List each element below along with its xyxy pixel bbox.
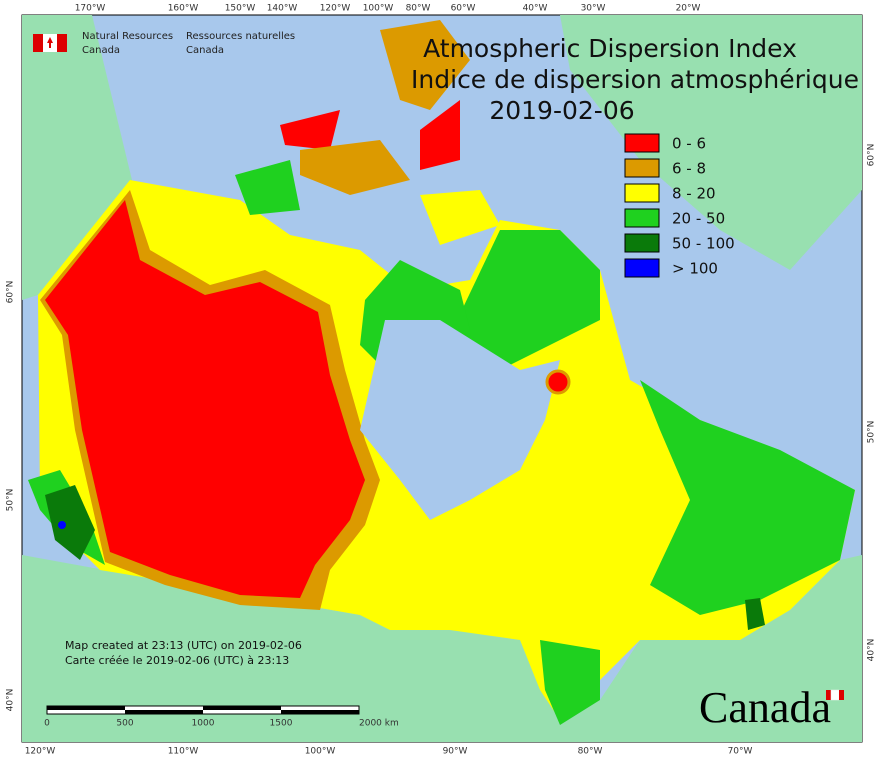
legend-swatch: [624, 233, 660, 253]
graticule-right: 50°N: [867, 421, 877, 444]
flag-band: [57, 34, 67, 52]
hudson-bay: [360, 320, 560, 520]
graticule-top: 170°W: [75, 4, 106, 14]
title-date: 2019-02-06: [489, 96, 634, 125]
graticule-top: 60°W: [451, 4, 476, 14]
agency-fr-2: Canada: [186, 45, 224, 56]
region-orange-arctic: [380, 20, 470, 110]
flag-band: [839, 690, 844, 700]
region-green-ontario: [540, 640, 600, 725]
graticule-top: 140°W: [267, 4, 298, 14]
legend-swatch: [624, 183, 660, 203]
title-fr: Indice de dispersion atmosphérique: [411, 65, 859, 94]
flag-band: [33, 34, 43, 52]
scale-seg: [281, 710, 359, 714]
region-yellow-island: [420, 190, 500, 245]
region-green-east: [640, 380, 855, 615]
title-en: Atmospheric Dispersion Index: [423, 34, 797, 63]
region-red-arctic: [420, 100, 460, 170]
region-green-labrador: [450, 230, 600, 385]
graticule-top: 160°W: [168, 4, 199, 14]
agency-en-2: Canada: [82, 45, 120, 56]
legend-swatch: [624, 158, 660, 178]
graticule-labels: 170°W 160°W 150°W 140°W 120°W 100°W 80°W 60°W 40…: [6, 4, 877, 757]
graticule-bottom: 90°W: [443, 747, 468, 757]
region-orange-island: [300, 140, 410, 195]
region-red-spot: [545, 369, 571, 395]
graticule-bottom: 100°W: [305, 747, 336, 757]
graticule-left: 40°N: [6, 689, 16, 712]
region-darkgreen-bc: [45, 485, 95, 560]
graticule-bottom: 120°W: [25, 747, 56, 757]
index-regions: [28, 20, 855, 725]
graticule-top: 80°W: [406, 4, 431, 14]
alaska: [22, 15, 132, 300]
graticule-right: 40°N: [867, 639, 877, 662]
graticule-top: 40°W: [523, 4, 548, 14]
legend-swatch: [624, 258, 660, 278]
flag-leaf: [47, 37, 53, 48]
legend-label: 0 - 6: [672, 135, 706, 153]
graticule-bottom: 110°W: [168, 747, 199, 757]
legend-label: 50 - 100: [672, 235, 735, 253]
credit-en: Map created at 23:13 (UTC) on 2019-02-06: [65, 639, 302, 652]
graticule-left: 50°N: [6, 489, 16, 512]
scale-label: 1500: [270, 719, 293, 729]
scale-seg: [203, 706, 281, 710]
greenland: [560, 15, 862, 270]
region-blue: [58, 521, 66, 529]
scale-label: 0: [44, 719, 50, 729]
graticule-top: 30°W: [581, 4, 606, 14]
scale-label: 1000: [192, 719, 215, 729]
graticule-top: 150°W: [225, 4, 256, 14]
scale-label: 2000 km: [359, 719, 399, 729]
region-red-island: [280, 110, 340, 150]
flag-field: [830, 689, 840, 701]
graticule-left: 60°N: [6, 281, 16, 304]
wordmark: Canada: [699, 683, 831, 732]
agency-fr-1: Ressources naturelles: [186, 31, 295, 42]
scale-seg: [47, 706, 125, 710]
flag-band: [826, 690, 831, 700]
legend-swatch: [624, 133, 660, 153]
scale-seg: [125, 710, 203, 714]
logo: [33, 34, 67, 52]
graticule-right: 60°N: [867, 144, 877, 167]
graticule-bottom: 80°W: [578, 747, 603, 757]
wordmark-flag: [826, 689, 844, 701]
legend-swatch: [624, 208, 660, 228]
credit-fr: Carte créée le 2019-02-06 (UTC) à 23:13: [65, 654, 289, 667]
graticule-top: 20°W: [676, 4, 701, 14]
scale-bar: [46, 705, 360, 715]
legend-label: 6 - 8: [672, 160, 706, 178]
region-darkgreen-ns: [745, 598, 765, 630]
graticule-top: 100°W: [363, 4, 394, 14]
region-green-island: [235, 160, 300, 215]
agency-en-1: Natural Resources: [82, 31, 173, 42]
legend-label: 8 - 20: [672, 185, 716, 203]
scale-labels: 0 500 1000 1500 2000 km: [44, 719, 399, 729]
scale-label: 500: [116, 719, 133, 729]
graticule-bottom: 70°W: [728, 747, 753, 757]
legend: 0 - 6 6 - 8 8 - 20 20 - 50 50 - 100 > 100: [624, 133, 735, 278]
legend-label: > 100: [672, 260, 718, 278]
region-red: [45, 200, 365, 598]
legend-label: 20 - 50: [672, 210, 725, 228]
graticule-top: 120°W: [320, 4, 351, 14]
